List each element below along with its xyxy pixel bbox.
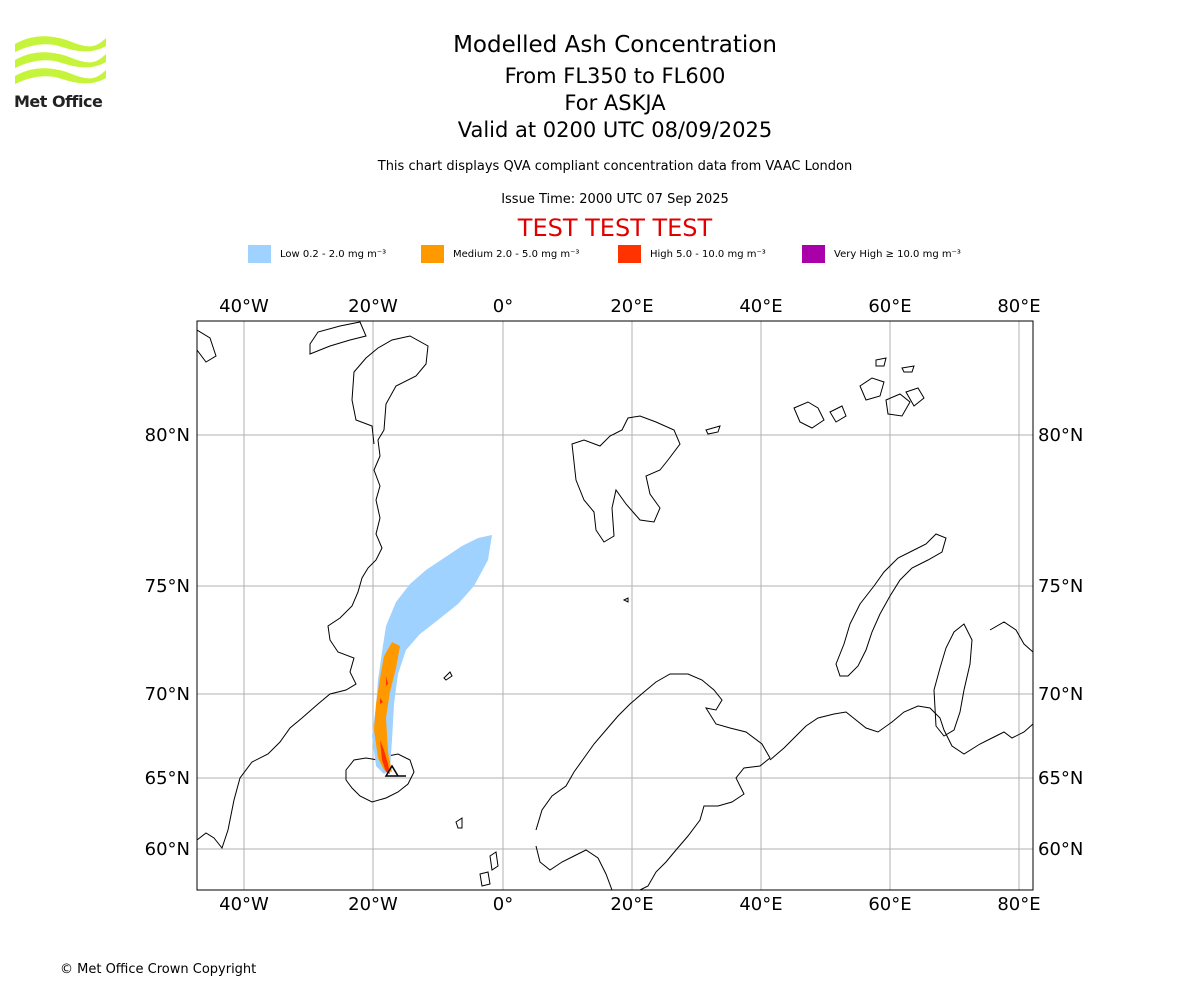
lat-tick: 60°N	[1038, 839, 1083, 860]
lat-tick: 60°N	[145, 839, 190, 860]
yamal-coast	[933, 621, 1033, 737]
logo-text: Met Office	[14, 92, 103, 111]
legend-label-very-high: Very High ≥ 10.0 mg m⁻³	[834, 248, 961, 260]
volcano-marker-icon	[384, 764, 406, 777]
map-frame-bg	[197, 321, 1033, 890]
franz-josef-land	[793, 357, 925, 429]
lon-tick: 40°W	[219, 894, 269, 915]
copyright: © Met Office Crown Copyright	[60, 962, 257, 977]
greenland-north	[309, 321, 367, 355]
greenland-nw	[197, 329, 217, 363]
scandinavia-coast	[535, 673, 771, 890]
lat-tick: 65°N	[145, 768, 190, 789]
lat-tick: 65°N	[1038, 768, 1083, 789]
legend-label-low: Low 0.2 - 2.0 mg m⁻³	[280, 248, 387, 260]
lon-tick: 60°E	[868, 894, 911, 915]
plume-high	[380, 676, 390, 774]
lon-tick: 0°	[493, 296, 513, 317]
valid-time: Valid at 0200 UTC 08/09/2025	[457, 118, 773, 142]
lon-ticks-top: 40°W 20°W 0° 20°E 40°E 60°E 80°E	[219, 296, 1040, 317]
legend-item-medium: Medium 2.0 - 5.0 mg m⁻³	[421, 245, 618, 263]
lat-tick: 75°N	[1038, 576, 1083, 597]
legend-label-high: High 5.0 - 10.0 mg m⁻³	[650, 248, 766, 260]
shetland	[479, 851, 499, 887]
nordaustlandet	[705, 425, 721, 435]
novaya-zemlya	[835, 533, 947, 677]
svalbard-coast	[571, 415, 681, 543]
bear-island	[622, 597, 629, 603]
lon-tick: 80°E	[997, 296, 1040, 317]
lon-ticks-bottom: 40°W 20°W 0° 20°E 40°E 60°E 80°E	[219, 894, 1040, 915]
jan-mayen	[443, 671, 453, 681]
lat-tick: 70°N	[1038, 684, 1083, 705]
lon-tick: 40°E	[739, 894, 782, 915]
lat-tick: 80°N	[145, 425, 190, 446]
legend-item-low: Low 0.2 - 2.0 mg m⁻³	[248, 245, 421, 263]
legend-item-high: High 5.0 - 10.0 mg m⁻³	[618, 245, 802, 263]
coastlines	[197, 321, 1033, 890]
lat-tick: 70°N	[145, 684, 190, 705]
volcano-name: For ASKJA	[564, 91, 666, 115]
lon-tick: 40°W	[219, 296, 269, 317]
russia-coast	[769, 705, 1033, 761]
gridlines	[197, 321, 1033, 890]
lat-ticks-right: 80°N 75°N 70°N 65°N 60°N	[1038, 425, 1083, 860]
legend-swatch-very-high	[802, 245, 825, 263]
met-office-logo-icon	[15, 36, 106, 84]
legend-label-medium: Medium 2.0 - 5.0 mg m⁻³	[453, 248, 580, 260]
lon-tick: 20°W	[348, 894, 398, 915]
map-frame	[196, 320, 1034, 891]
legend: Low 0.2 - 2.0 mg m⁻³ Medium 2.0 - 5.0 mg…	[248, 244, 961, 264]
compliance-note: This chart displays QVA compliant concen…	[377, 159, 853, 174]
lat-tick: 75°N	[145, 576, 190, 597]
issue-time: Issue Time: 2000 UTC 07 Sep 2025	[501, 192, 729, 207]
lon-tick: 20°W	[348, 296, 398, 317]
plume-low	[372, 535, 492, 774]
lat-ticks-left: 80°N 75°N 70°N 65°N 60°N	[145, 425, 190, 860]
legend-swatch-low	[248, 245, 271, 263]
iceland-coast	[345, 753, 415, 803]
legend-swatch-medium	[421, 245, 444, 263]
legend-item-very-high: Very High ≥ 10.0 mg m⁻³	[802, 245, 961, 263]
lat-tick: 80°N	[1038, 425, 1083, 446]
faroe-islands	[455, 817, 463, 829]
flight-level: From FL350 to FL600	[504, 64, 726, 88]
plume-medium	[374, 642, 400, 772]
test-banner: TEST TEST TEST	[517, 214, 713, 242]
lon-tick: 60°E	[868, 296, 911, 317]
greenland-coast	[197, 335, 429, 850]
lon-tick: 20°E	[610, 296, 653, 317]
lon-tick: 40°E	[739, 296, 782, 317]
lon-tick: 0°	[493, 894, 513, 915]
legend-swatch-high	[618, 245, 641, 263]
lon-tick: 20°E	[610, 894, 653, 915]
chart-title: Modelled Ash Concentration	[453, 32, 777, 58]
lon-tick: 80°E	[997, 894, 1040, 915]
